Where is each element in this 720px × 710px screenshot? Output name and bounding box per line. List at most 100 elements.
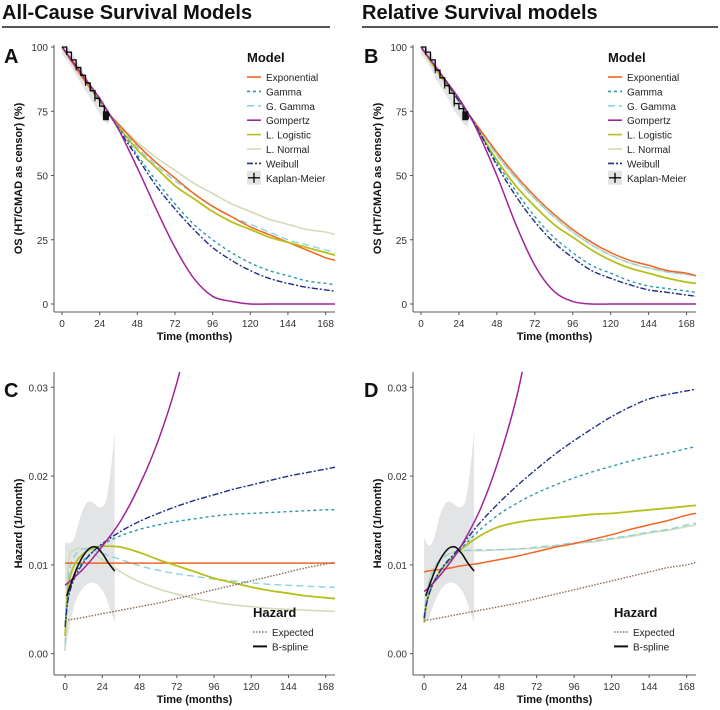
censor-cluster [102, 111, 109, 121]
y-tick-label: 75 [37, 107, 49, 118]
x-tick-label: 24 [453, 319, 465, 330]
legend-title: Hazard [614, 605, 657, 620]
legend-label: Gompertz [627, 116, 671, 127]
legend-item: B-spline [614, 642, 670, 653]
x-tick-label: 168 [317, 682, 334, 693]
panel-label: B [364, 46, 378, 68]
series-line-expected [64, 561, 336, 622]
series-line-weibull [420, 46, 697, 297]
x-tick-label: 96 [567, 319, 579, 330]
y-axis-label: Hazard (1/month) [372, 478, 384, 568]
bspline-confidence-band [424, 431, 475, 623]
x-tick-label: 96 [207, 319, 219, 330]
plot-area [420, 46, 697, 305]
bspline-confidence-band [65, 431, 115, 650]
x-axis-label: Time (months) [157, 694, 233, 706]
legend-label: L. Normal [266, 145, 309, 156]
x-tick-label: 24 [97, 682, 109, 693]
legend-item: B-spline [253, 642, 309, 653]
x-tick-label: 96 [208, 682, 220, 693]
legend-item: Weibull [608, 159, 660, 170]
x-axis-label: Time (months) [157, 331, 233, 343]
y-tick-label: 0.00 [29, 650, 49, 661]
series-line-gompertz [61, 46, 335, 305]
series-line-weibull [64, 466, 336, 628]
x-axis-label: Time (months) [517, 694, 593, 706]
legend-title: Hazard [253, 605, 296, 620]
y-tick-label: 0.02 [29, 472, 49, 483]
y-tick-label: 100 [31, 43, 48, 54]
x-tick-label: 72 [169, 319, 181, 330]
censor-cluster [462, 111, 469, 121]
series-line-gamma [64, 509, 336, 623]
x-tick-label: 120 [602, 319, 619, 330]
y-tick-label: 0.03 [388, 383, 408, 394]
legend-label: Weibull [627, 159, 660, 170]
series-line-gompertz [423, 372, 523, 593]
panel-label: C [4, 380, 18, 402]
panel-d: D 0.00 0.01 0.02 0.03 0 24 48 72 96 120 144 168 Time … [364, 372, 697, 706]
legend-label: Exponential [627, 73, 679, 84]
legend-title: Model [608, 50, 646, 65]
plot-area [61, 46, 336, 305]
y-tick-label: 25 [396, 236, 408, 247]
x-tick-label: 168 [678, 319, 695, 330]
y-tick-label: 0 [42, 300, 48, 311]
x-tick-label: 144 [280, 682, 297, 693]
legend-item: Gamma [247, 87, 302, 98]
x-tick-label: 72 [531, 682, 543, 693]
legend-label: Exponential [266, 73, 318, 84]
legend-label: Gompertz [266, 116, 310, 127]
legend: Model Exponential Gamma G. Gamma Gompertz L. … [608, 50, 687, 185]
legend-label: Weibull [266, 159, 299, 170]
x-tick-label: 72 [171, 682, 183, 693]
panel-label: A [4, 46, 18, 68]
x-tick-label: 72 [529, 319, 541, 330]
y-tick-label: 0.03 [29, 383, 49, 394]
y-tick-label: 0.01 [29, 561, 49, 572]
legend-item: G. Gamma [608, 102, 676, 113]
legend-item: L. Logistic [247, 131, 311, 142]
legend-label: B-spline [272, 642, 309, 653]
series-line-l-logistic [64, 545, 336, 636]
x-tick-label: 24 [94, 319, 106, 330]
series-line-exponential [423, 512, 697, 573]
panel-label: D [364, 380, 378, 402]
legend-item: Exponential [608, 73, 679, 84]
x-axis-label: Time (months) [517, 331, 593, 343]
x-tick-label: 144 [641, 682, 658, 693]
x-tick-label: 0 [62, 682, 68, 693]
x-tick-label: 0 [421, 682, 427, 693]
legend-item: L. Logistic [608, 131, 672, 142]
y-tick-label: 0.00 [388, 650, 408, 661]
y-axis-label: Hazard (1/month) [13, 478, 25, 568]
legend-item: Gompertz [247, 116, 310, 127]
legend-label: Expected [633, 628, 675, 639]
y-tick-label: 0.01 [388, 561, 408, 572]
series-line-l-normal [423, 524, 697, 619]
x-tick-label: 24 [456, 682, 468, 693]
y-axis-label: OS (HT/CMAD as censor) (%) [372, 102, 384, 254]
legend-label: Kaplan-Meier [266, 174, 326, 185]
y-tick-label: 25 [37, 236, 49, 247]
section-title-all-cause: All-Cause Survival Models [2, 2, 253, 24]
legend-label: G. Gamma [266, 102, 315, 113]
legend-label: Expected [272, 628, 314, 639]
section-divider [362, 26, 718, 28]
x-tick-label: 48 [132, 319, 144, 330]
legend: Hazard Expected B-spline [253, 605, 314, 653]
x-tick-label: 120 [242, 319, 259, 330]
legend-label: L. Logistic [627, 131, 672, 142]
y-axis-label: OS (HT/CMAD as censor) (%) [13, 102, 25, 254]
x-tick-label: 48 [494, 682, 506, 693]
series-line-expected [423, 561, 697, 622]
series-line-gamma [423, 446, 697, 619]
x-tick-label: 0 [59, 319, 65, 330]
plot-area [64, 372, 336, 652]
x-tick-label: 144 [640, 319, 657, 330]
section-title-relative: Relative Survival models [362, 2, 598, 24]
panel-b: B 0 25 50 75 100 0 24 48 72 96 120 144 168 Time (month… [364, 43, 697, 343]
legend-title: Model [247, 50, 285, 65]
legend-item: Kaplan-Meier [247, 170, 326, 185]
